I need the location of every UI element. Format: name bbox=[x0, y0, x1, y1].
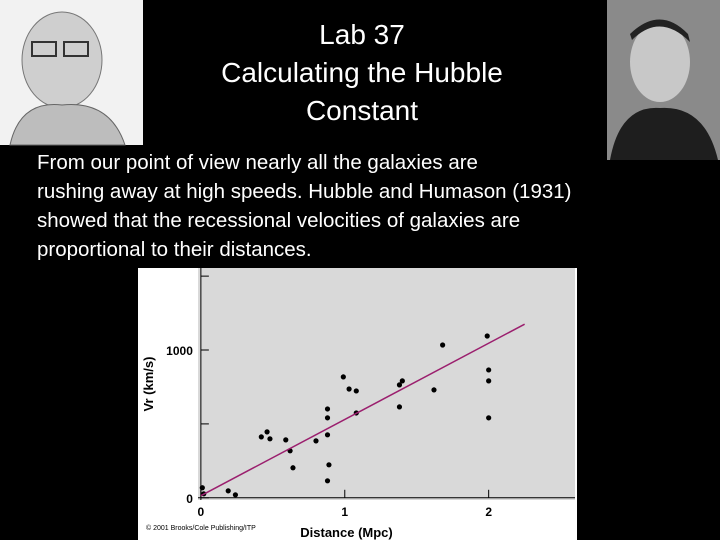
fit-line bbox=[200, 323, 525, 497]
point bbox=[324, 415, 331, 421]
point bbox=[346, 386, 352, 392]
point bbox=[264, 429, 270, 435]
body-text: rushing away at high speeds. Hubble and … bbox=[37, 180, 571, 203]
portrait-right bbox=[607, 0, 720, 160]
point bbox=[484, 333, 490, 339]
y-tick-label: 1000 bbox=[166, 344, 193, 358]
chart: 0 1000 0 1 2 Distance (Mpc) Vr (km/s) © 2001 Br… bbox=[138, 268, 577, 540]
credit: © 2001 Brooks/Cole Publishing/ITP bbox=[146, 524, 256, 532]
body-text: From our point of view nearly all the ga… bbox=[37, 151, 478, 174]
x-tick-label: 0 bbox=[198, 505, 205, 519]
point bbox=[225, 488, 231, 494]
body-text: showed that the recessional velocities o… bbox=[37, 209, 520, 232]
point bbox=[283, 437, 289, 443]
point bbox=[396, 404, 403, 410]
body-text: proportional to their distances. bbox=[37, 238, 312, 261]
point bbox=[258, 434, 264, 440]
y-tick-label: 0 bbox=[186, 492, 193, 506]
point bbox=[340, 374, 346, 380]
point bbox=[486, 367, 492, 373]
point bbox=[431, 387, 437, 393]
point bbox=[324, 406, 331, 412]
point bbox=[313, 438, 319, 444]
point bbox=[232, 492, 239, 498]
point bbox=[486, 378, 492, 384]
point bbox=[326, 462, 332, 468]
point bbox=[324, 432, 331, 438]
slide-title: Lab 37 bbox=[319, 19, 405, 50]
point bbox=[440, 342, 446, 348]
x-tick-label: 2 bbox=[485, 505, 492, 519]
y-axis-label: Vr (km/s) bbox=[141, 357, 156, 412]
point bbox=[290, 465, 296, 471]
point bbox=[267, 436, 273, 442]
point bbox=[324, 478, 331, 484]
x-tick-label: 1 bbox=[341, 505, 348, 519]
plot-area bbox=[198, 268, 575, 500]
point bbox=[199, 485, 205, 491]
slide-title: Constant bbox=[306, 95, 418, 126]
point bbox=[396, 382, 403, 388]
x-axis-label: Distance (Mpc) bbox=[300, 525, 392, 540]
point bbox=[353, 388, 359, 394]
portrait-left bbox=[0, 0, 143, 146]
point bbox=[486, 415, 492, 421]
point bbox=[399, 378, 405, 384]
slide-title: Calculating the Hubble bbox=[221, 57, 503, 88]
